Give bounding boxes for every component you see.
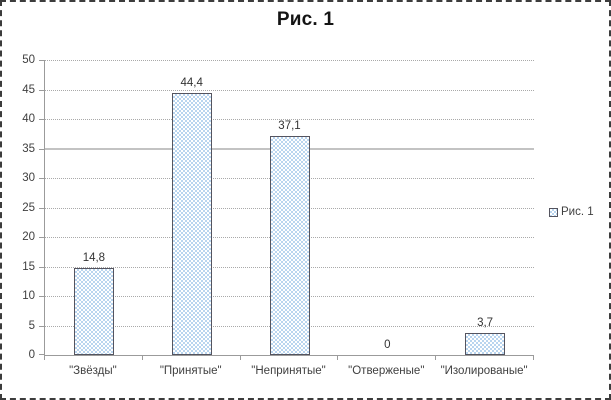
bar: [465, 333, 506, 355]
x-axis-tick: [435, 356, 436, 360]
y-axis-tick-label: 10: [22, 290, 35, 302]
bar-value-label: 0: [384, 339, 391, 351]
bar: [269, 136, 310, 355]
y-axis-tick-label: 45: [22, 83, 35, 96]
x-axis-tick: [240, 356, 241, 360]
x-axis-tick: [44, 356, 45, 360]
y-axis-tick-label: 25: [22, 201, 35, 214]
y-axis-tick: [39, 207, 44, 209]
y-axis-tick: [39, 60, 44, 61]
bar: [73, 267, 114, 355]
gridline: [45, 119, 534, 120]
x-axis-category-label: "Принятые": [159, 365, 222, 377]
bar-value-label: 14,8: [82, 251, 106, 264]
legend: Рис. 1: [549, 206, 594, 219]
y-axis-tick: [39, 89, 44, 91]
y-axis-tick-label: 20: [22, 231, 35, 243]
bar-value-label: 3,7: [477, 317, 494, 330]
plot-area: 14,8 44,4 37,1 0 3,7: [44, 60, 534, 356]
gridline: [45, 89, 534, 91]
x-axis-tick: [533, 356, 534, 360]
gridline: [45, 60, 534, 61]
x-axis-tick: [337, 356, 338, 360]
y-axis-tick: [39, 296, 44, 297]
x-axis-category-label: "Отверженые": [348, 365, 425, 377]
y-axis-tick: [39, 178, 44, 179]
bar-value-label: 44,4: [180, 77, 203, 90]
y-axis-tick-label: 40: [22, 113, 35, 125]
y-axis-tick-label: 35: [22, 142, 35, 155]
chart-title: Рис. 1: [276, 9, 335, 30]
y-axis-tick: [39, 237, 44, 238]
bar-value-label: 37,1: [278, 120, 301, 133]
x-axis-category-label: "Непринятые": [251, 365, 326, 377]
bar: [171, 93, 212, 355]
y-axis-tick-label: 5: [28, 319, 35, 332]
x-axis-category-label: "Изолированые": [440, 365, 528, 377]
legend-label: Рис. 1: [561, 206, 594, 218]
y-axis-tick-label: 15: [22, 260, 35, 273]
y-axis-tick: [39, 266, 44, 268]
y-axis-tick: [39, 325, 44, 327]
y-axis-tick-label: 0: [28, 349, 35, 361]
y-axis-tick: [39, 119, 44, 120]
y-axis-tick: [39, 148, 44, 150]
y-axis-tick: [39, 354, 44, 355]
y-axis-tick-label: 30: [22, 172, 35, 184]
x-axis-tick: [142, 356, 143, 360]
legend-swatch: [549, 208, 558, 217]
x-axis-category-label: "Звёзды": [69, 365, 117, 377]
y-axis-tick-label: 50: [22, 54, 35, 66]
